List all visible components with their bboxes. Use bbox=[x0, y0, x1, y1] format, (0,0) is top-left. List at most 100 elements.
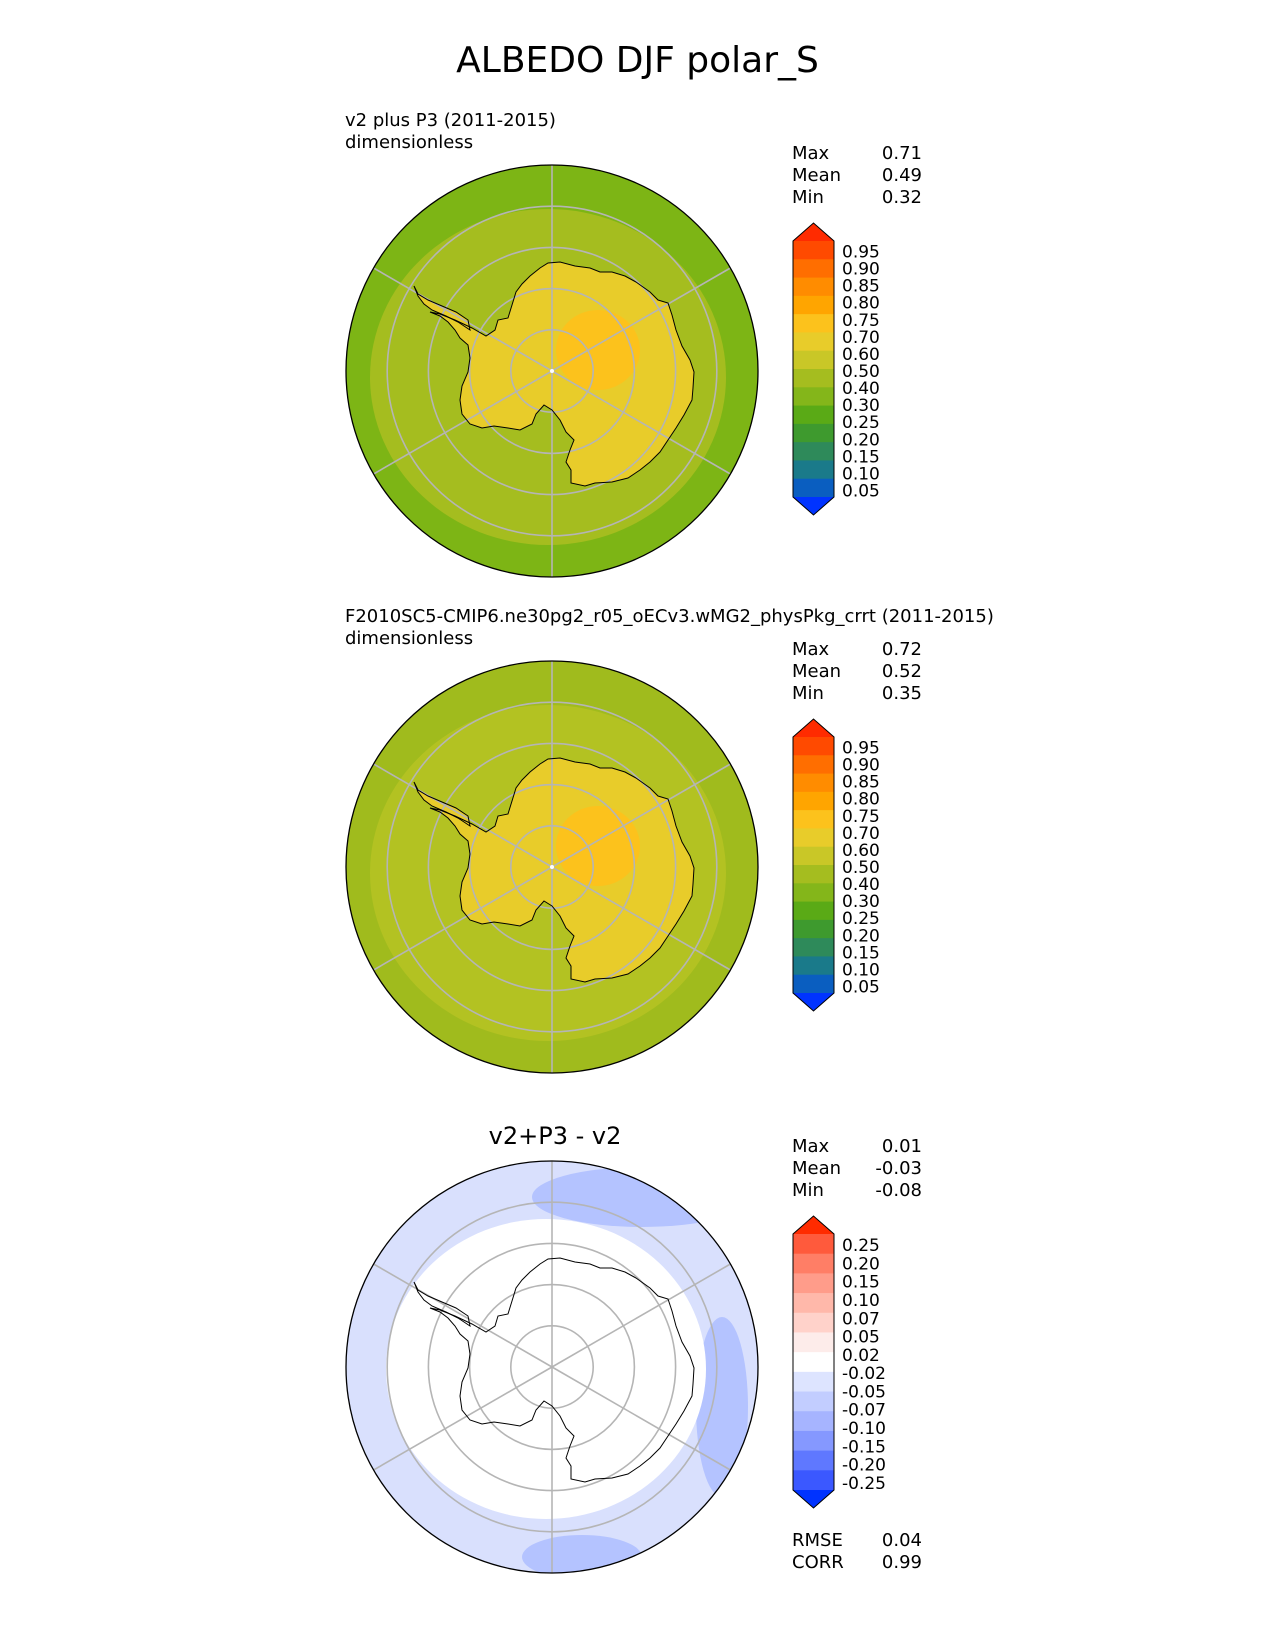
colorbar-segment bbox=[793, 1430, 834, 1452]
colorbar-tick-label: 0.15 bbox=[842, 447, 880, 467]
map-boundary bbox=[345, 1160, 759, 1574]
meridian-line bbox=[551, 370, 731, 475]
stat-min: Min 0.32 bbox=[792, 187, 922, 208]
colorbar-extend-max bbox=[793, 719, 834, 737]
colorbar-segment bbox=[793, 1411, 834, 1432]
colorbar-extend-max bbox=[793, 1216, 834, 1234]
colorbar-tick-label: 0.85 bbox=[842, 277, 880, 297]
coastline-peninsula bbox=[413, 1281, 471, 1328]
meridian-line bbox=[551, 763, 731, 868]
colorbar-tick-label: -0.02 bbox=[842, 1364, 886, 1384]
meridian-line bbox=[373, 763, 553, 868]
colorbar-segment bbox=[793, 1352, 834, 1373]
graticule bbox=[373, 661, 731, 1073]
graticule bbox=[373, 165, 731, 577]
panel-2-ref-name: F2010SC5-CMIP6.ne30pg2_r05_oECv3.wMG2_ph… bbox=[345, 606, 994, 627]
colorbar-tick-label: 0.80 bbox=[842, 294, 880, 314]
colorbar-tick-label: 0.25 bbox=[842, 1236, 880, 1256]
colorbar-segment bbox=[793, 1391, 834, 1412]
colorbar-segment bbox=[793, 387, 834, 407]
colorbar-tick-label: 0.75 bbox=[842, 807, 880, 827]
colorbar-tick-label: 0.30 bbox=[842, 892, 880, 912]
plateau-high-region bbox=[556, 806, 640, 886]
colorbar-tick-label: -0.15 bbox=[842, 1437, 886, 1457]
colorbar-segment bbox=[793, 1234, 834, 1255]
colorbar-segment bbox=[793, 295, 834, 315]
colorbar-segment bbox=[793, 737, 834, 756]
colorbar-tick-label: 0.25 bbox=[842, 413, 880, 433]
colorbar-segment bbox=[793, 1293, 834, 1314]
colorbar-segment bbox=[793, 956, 834, 976]
colorbar-segment bbox=[793, 423, 834, 443]
colorbar-tick-label: 0.30 bbox=[842, 396, 880, 416]
panel-2-units: dimensionless bbox=[345, 628, 474, 649]
colorbar-segment bbox=[793, 865, 834, 884]
colorbar-tick-label: 0.10 bbox=[842, 464, 880, 484]
continent-fill bbox=[430, 1258, 694, 1482]
colorbar-extend-min bbox=[793, 497, 834, 515]
graticule bbox=[373, 1161, 731, 1573]
panel-3-metrics: RMSE 0.04 CORR 0.99 bbox=[792, 1530, 922, 1574]
colorbar-segment bbox=[793, 883, 834, 903]
colorbar-tick-label: 0.20 bbox=[842, 430, 880, 450]
colorbar-segment bbox=[793, 846, 834, 866]
colorbar-tick-label: 0.95 bbox=[842, 243, 880, 263]
colorbar-tick-label: 0.25 bbox=[842, 909, 880, 929]
colorbar-tick-label: 0.60 bbox=[842, 345, 880, 365]
colorbar-segment bbox=[793, 1332, 834, 1353]
colorbar-tick-label: 0.40 bbox=[842, 379, 880, 399]
colorbar-segment bbox=[793, 350, 834, 370]
panel-1-stats: Max 0.71 Mean 0.49 Min 0.32 bbox=[792, 143, 922, 209]
colorbar-segment bbox=[793, 773, 834, 793]
colorbar-tick-label: 0.15 bbox=[842, 1273, 880, 1293]
colorbar-tick-label: -0.25 bbox=[842, 1474, 886, 1494]
colorbar-tick-label: 0.15 bbox=[842, 943, 880, 963]
figure-title: ALBEDO DJF polar_S bbox=[456, 40, 819, 81]
continent-fill bbox=[430, 262, 694, 486]
colorbar-tick-label: 0.70 bbox=[842, 328, 880, 348]
colorbar-tick-label: -0.05 bbox=[842, 1382, 886, 1402]
colorbar-tick-label: 0.02 bbox=[842, 1346, 880, 1366]
colorbar-tick-label: 0.05 bbox=[842, 1328, 880, 1348]
colorbar-tick-label: 0.90 bbox=[842, 756, 880, 776]
stat-max: Max 0.71 bbox=[792, 143, 922, 164]
colorbar-segment bbox=[793, 241, 834, 260]
colorbar-tick-label: -0.10 bbox=[842, 1419, 886, 1439]
coastline-peninsula bbox=[413, 285, 471, 332]
meridian-line bbox=[551, 866, 731, 971]
colorbar-tick-label: 0.20 bbox=[842, 1254, 880, 1274]
colorbar-outline bbox=[792, 222, 835, 516]
stat-mean: Mean 0.52 bbox=[792, 661, 922, 682]
meridian-line bbox=[373, 866, 553, 971]
colorbar-tick-label: 0.95 bbox=[842, 739, 880, 759]
south-pole-marker bbox=[550, 369, 554, 373]
panel-1-test-name: v2 plus P3 (2011-2015) bbox=[345, 110, 556, 131]
colorbar-tick-label: 0.85 bbox=[842, 773, 880, 793]
colorbar-tick-label: 0.75 bbox=[842, 311, 880, 331]
stat-mean: Mean 0.49 bbox=[792, 165, 922, 186]
colorbar-segment bbox=[793, 810, 834, 829]
panel-1-units: dimensionless bbox=[345, 132, 474, 153]
panel-2-title: F2010SC5-CMIP6.ne30pg2_r05_oECv3.wMG2_ph… bbox=[345, 606, 994, 650]
stat-max: Max 0.72 bbox=[792, 639, 922, 660]
colorbar-segment bbox=[793, 1253, 834, 1274]
metric-corr: CORR 0.99 bbox=[792, 1552, 922, 1573]
meridian-line bbox=[373, 1263, 553, 1368]
colorbar-segment bbox=[793, 478, 834, 498]
colorbar-segment bbox=[793, 901, 834, 921]
stat-mean: Mean -0.03 bbox=[792, 1158, 922, 1179]
ocean-negative-band bbox=[696, 1317, 748, 1497]
colorbar-tick-label: 0.40 bbox=[842, 875, 880, 895]
colorbar-segment bbox=[793, 791, 834, 811]
meridian-line bbox=[551, 1263, 731, 1368]
colorbar-segment bbox=[793, 1470, 834, 1491]
colorbar-tick-label: 0.80 bbox=[842, 790, 880, 810]
stat-max: Max 0.01 bbox=[792, 1136, 922, 1157]
panel-2-stats: Max 0.72 Mean 0.52 Min 0.35 bbox=[792, 639, 922, 705]
colorbar-segment bbox=[793, 828, 834, 848]
colorbar-tick-label: 0.20 bbox=[842, 926, 880, 946]
